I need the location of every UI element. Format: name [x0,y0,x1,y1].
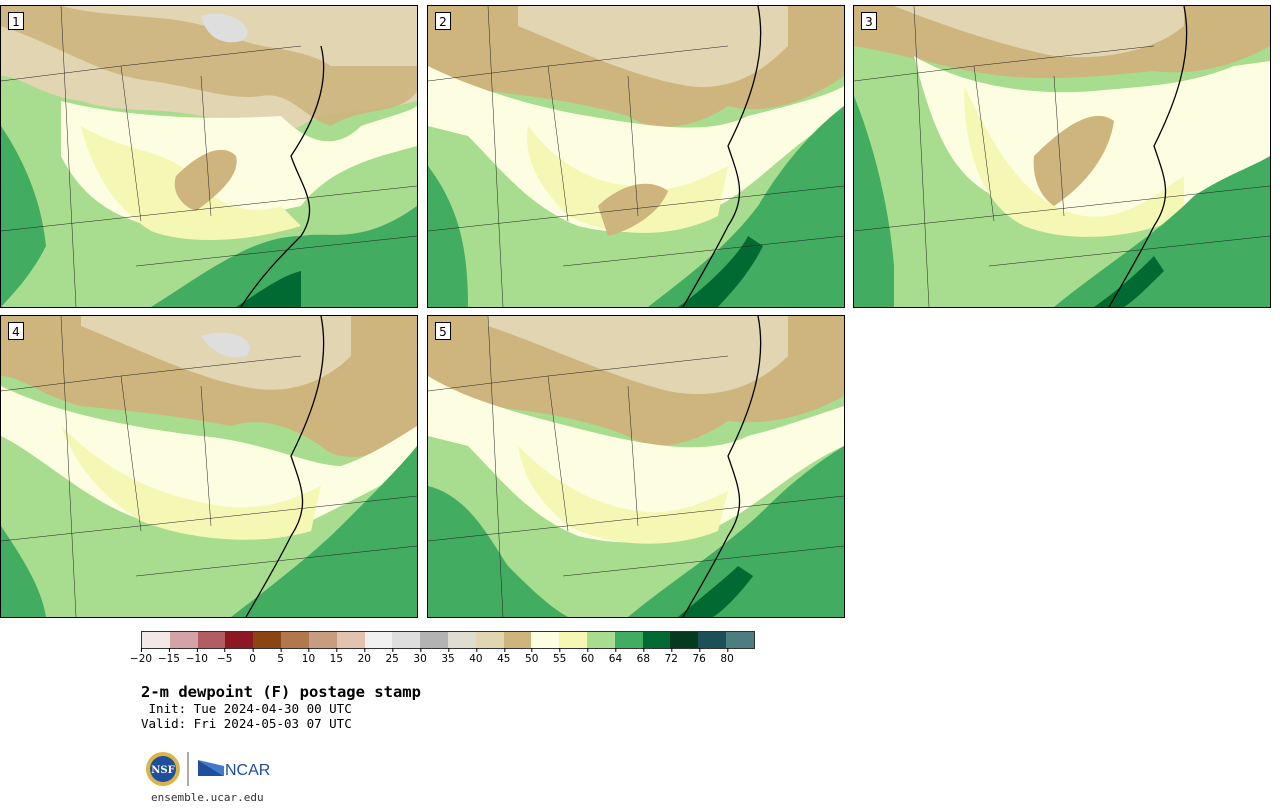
colorbar-tick-label: 0 [249,653,256,665]
colorbar-swatch [642,632,671,648]
ncar-logo-text: NCAR [225,762,270,779]
colorbar-swatch [670,632,699,648]
colorbar-swatch [420,632,448,648]
colorbar-tick: 55 [552,648,567,665]
dewpoint-map [428,6,844,307]
colorbar-tick-label: 15 [329,653,344,665]
colorbar-tick: 68 [636,648,651,665]
colorbar-tick-label: −15 [157,653,180,665]
colorbar-tick: 5 [277,648,284,665]
colorbar-tick: 45 [497,648,511,665]
colorbar-tick: 64 [608,648,623,665]
colorbar-tick: −15 [157,648,180,665]
dewpoint-map [854,6,1270,307]
colorbar-tick: 10 [301,648,316,665]
colorbar-swatch [475,632,504,648]
chart-title: 2-m dewpoint (F) postage stamp [141,683,421,701]
colorbar-swatch [698,632,727,648]
colorbar-swatch [169,632,198,648]
colorbar-tick-label: 76 [692,653,706,665]
nsf-ncar-logo: NSF NCAR [146,752,270,786]
init-time: Init: Tue 2024-04-30 00 UTC [141,701,352,716]
colorbar-tick: 30 [413,648,427,665]
colorbar-tick-label: 55 [552,653,567,665]
colorbar-swatch [364,632,393,648]
colorbar-tick-label: 30 [413,653,427,665]
ensemble-member-panel-3: 3 [853,5,1271,308]
valid-time: Valid: Fri 2024-05-03 07 UTC [141,716,352,731]
colorbar-tick-label: −5 [216,653,233,665]
colorbar-swatch [447,632,476,648]
colorbar-swatch [726,632,754,648]
colorbar-swatch [253,632,282,648]
colorbar-tick-label: 35 [441,653,455,665]
ensemble-member-panel-1: 1 [0,5,418,308]
colorbar-tick-label: 10 [301,653,316,665]
colorbar-tick-label: 25 [385,653,399,665]
colorbar-tick-label: 80 [720,653,734,665]
colorbar-swatch [559,632,587,648]
colorbar-tick: 80 [720,648,734,665]
colorbar-tick: 72 [664,648,678,665]
colorbar-tick-label: −20 [129,653,153,665]
colorbar-swatch [531,632,560,648]
panel-label: 4 [8,322,24,340]
colorbar-tick: 76 [692,648,706,665]
footer-url: ensemble.ucar.edu [151,791,264,804]
colorbar-tick: 20 [357,648,371,665]
colorbar-tick: −10 [185,648,208,665]
colorbar-tick-label: 40 [469,653,483,665]
nsf-logo-text: NSF [151,765,174,776]
ensemble-member-panel-4: 4 [0,315,418,618]
colorbar-swatch [336,632,365,648]
colorbar-tick-label: 20 [357,653,371,665]
ncar-logo-icon: NCAR [198,760,270,779]
colorbar-swatch [142,632,170,648]
dewpoint-map [428,316,844,617]
colorbar-tick: 50 [525,648,539,665]
colorbar-tick: 60 [580,648,595,665]
colorbar-tick: 15 [329,648,344,665]
colorbar-swatch [614,632,643,648]
colorbar-swatch [225,632,254,648]
panel-label: 2 [435,12,451,30]
ensemble-member-panel-2: 2 [427,5,845,308]
dewpoint-map [1,6,417,307]
logos: NSF NCAR [144,750,274,790]
dewpoint-map [1,316,417,617]
panel-label: 1 [8,12,24,30]
colorbar-tick-label: 5 [277,653,284,665]
colorbar-tick-labels: −20 −15 −10 −5 0 5 10 15 20 25 30 35 40 45 50 55 60 64 68 7… [130,648,755,669]
ensemble-member-panel-5: 5 [427,315,845,618]
colorbar-tick-label: 50 [525,653,539,665]
colorbar-tick: 25 [385,648,399,665]
panel-label: 3 [861,12,877,30]
nsf-logo-icon: NSF [146,752,180,786]
dewpoint-colorbar [141,631,755,649]
colorbar-tick-label: −10 [185,653,208,665]
colorbar-swatch [197,632,226,648]
colorbar-swatch [503,632,532,648]
colorbar-swatch [281,632,309,648]
colorbar-tick: −20 [129,648,153,665]
colorbar-swatch [308,632,337,648]
colorbar-tick: 40 [469,648,483,665]
colorbar-tick-label: 60 [580,653,595,665]
colorbar-swatch [587,632,615,648]
colorbar-tick: 0 [249,648,256,665]
colorbar-tick-label: 45 [497,653,511,665]
colorbar-tick-label: 72 [664,653,678,665]
colorbar-tick: 35 [441,648,455,665]
colorbar-tick: −5 [216,648,233,665]
colorbar-tick-label: 68 [636,653,651,665]
panel-label: 5 [435,322,451,340]
colorbar-swatch [392,632,421,648]
colorbar-tick-label: 64 [608,653,623,665]
